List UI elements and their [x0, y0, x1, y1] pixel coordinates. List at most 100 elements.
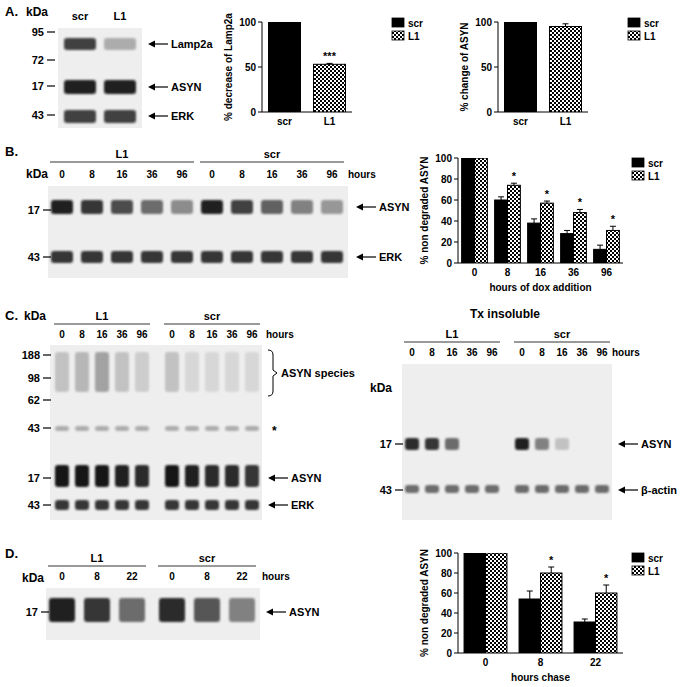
band-label: ASYN [289, 606, 320, 618]
y-tick-label: 0 [446, 258, 452, 269]
panel-label: C. [5, 308, 18, 323]
band [555, 438, 569, 450]
size-marker: 43 [28, 251, 40, 263]
group-label: scr [554, 328, 571, 340]
chart: 050100% decrease of Lamp2ascrL1***scrL1 [223, 13, 423, 127]
band [95, 426, 109, 431]
legend-label: L1 [644, 31, 656, 42]
size-marker: 43 [32, 109, 44, 121]
blot-panel: B.kDaL108163696scr08163696hours1743ASYNE… [5, 144, 410, 278]
y-tick [258, 112, 262, 113]
size-marker: 95 [32, 26, 44, 38]
band-label: ASYN [379, 201, 410, 213]
band [81, 251, 103, 263]
band [225, 352, 239, 392]
hour-label: 36 [146, 169, 158, 180]
chart: 050100% change of ASYNscrL1scrL1 [459, 17, 659, 128]
arrow-head [618, 441, 625, 448]
y-tick [454, 553, 458, 554]
band [171, 200, 193, 214]
unit-label: kDa [24, 309, 46, 323]
lane-label: L1 [114, 10, 127, 22]
arrow [361, 256, 376, 257]
band-label: ASYN [291, 472, 322, 484]
y-tick [454, 221, 458, 222]
band [159, 598, 185, 622]
legend-swatch [632, 158, 644, 167]
lane-label: scr [72, 10, 89, 22]
legend-swatch [632, 171, 644, 180]
bar [475, 158, 488, 263]
group-line [514, 342, 610, 343]
hour-label: 96 [486, 347, 498, 358]
arrow [623, 489, 638, 490]
hour-label: 8 [94, 571, 100, 582]
x-tick-label: 0 [483, 657, 489, 668]
y-tick [454, 613, 458, 614]
band [111, 200, 133, 214]
y-tick [454, 200, 458, 201]
band [185, 426, 199, 431]
y-tick-label: 60 [441, 195, 453, 206]
bar [574, 213, 587, 263]
legend-label: L1 [408, 31, 420, 42]
band [119, 598, 145, 622]
band-label: ERK [379, 251, 402, 263]
hour-label: 0 [59, 329, 65, 340]
band [55, 426, 69, 431]
group-label: scr [264, 148, 281, 160]
size-marker: 98 [28, 372, 40, 384]
arrow [273, 504, 288, 505]
hour-label: 16 [446, 347, 458, 358]
hours-label: hours [262, 571, 290, 582]
blot-panel: A.kDascrL195721743Lamp2aASYNERK [5, 4, 213, 128]
band-label: ASYN [641, 438, 672, 450]
group-line [404, 342, 500, 343]
y-tick [258, 67, 262, 68]
marker-tick [47, 114, 55, 115]
band [51, 251, 73, 263]
chart: 020406080100% non degraded ASYN0822hours… [419, 548, 663, 684]
chart: 020406080100% non degraded ASYN08163696h… [419, 153, 663, 294]
error-bar [603, 585, 609, 593]
band [405, 438, 419, 450]
band [55, 500, 69, 510]
legend-label: L1 [648, 171, 660, 182]
error-bar [518, 22, 524, 23]
membrane [58, 28, 142, 128]
band [445, 485, 459, 493]
legend-swatch [628, 18, 640, 27]
band [205, 500, 219, 510]
x-tick-label: 16 [535, 267, 547, 278]
size-marker: 17 [380, 438, 392, 450]
band [245, 500, 259, 510]
arrow-head [148, 84, 155, 91]
band [575, 485, 589, 493]
band [245, 465, 259, 487]
y-tick-label: 60 [441, 588, 453, 599]
band [171, 251, 193, 263]
y-axis-label: % change of ASYN [459, 22, 470, 111]
arrow-head [148, 41, 155, 48]
hour-label: 0 [519, 347, 525, 358]
size-marker: 62 [28, 394, 40, 406]
band [231, 251, 253, 263]
hour-label: 16 [96, 329, 108, 340]
membrane [50, 345, 262, 520]
band [205, 352, 219, 392]
arrow [623, 443, 638, 444]
marker-tick [43, 504, 51, 505]
arrow [153, 43, 168, 44]
bar [269, 22, 301, 112]
y-tick-label: 50 [481, 62, 493, 73]
blot-panel: C.kDaL108163696scr08163696hours188986243… [5, 308, 355, 520]
band [185, 352, 199, 392]
legend-label: scr [648, 553, 663, 564]
error-bar [478, 158, 484, 159]
band [115, 465, 129, 487]
arrow-head [618, 487, 625, 494]
band-label: ERK [171, 110, 194, 122]
band [115, 426, 129, 431]
significance: * [578, 196, 583, 208]
bar [528, 223, 541, 263]
